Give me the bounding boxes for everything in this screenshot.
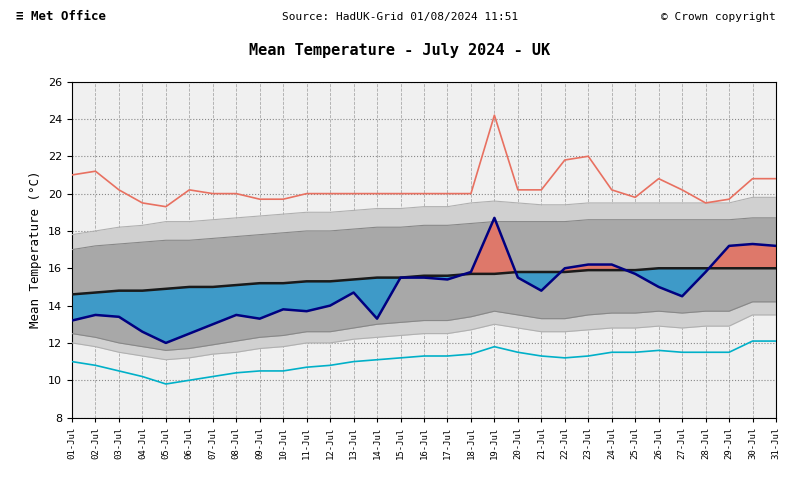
Text: © Crown copyright: © Crown copyright — [662, 12, 776, 22]
Text: Source: HadUK-Grid 01/08/2024 11:51: Source: HadUK-Grid 01/08/2024 11:51 — [282, 12, 518, 22]
Y-axis label: Mean Temperature (°C): Mean Temperature (°C) — [30, 171, 42, 328]
Text: Mean Temperature - July 2024 - UK: Mean Temperature - July 2024 - UK — [250, 43, 550, 58]
Text: ≡ Met Office: ≡ Met Office — [16, 10, 106, 24]
